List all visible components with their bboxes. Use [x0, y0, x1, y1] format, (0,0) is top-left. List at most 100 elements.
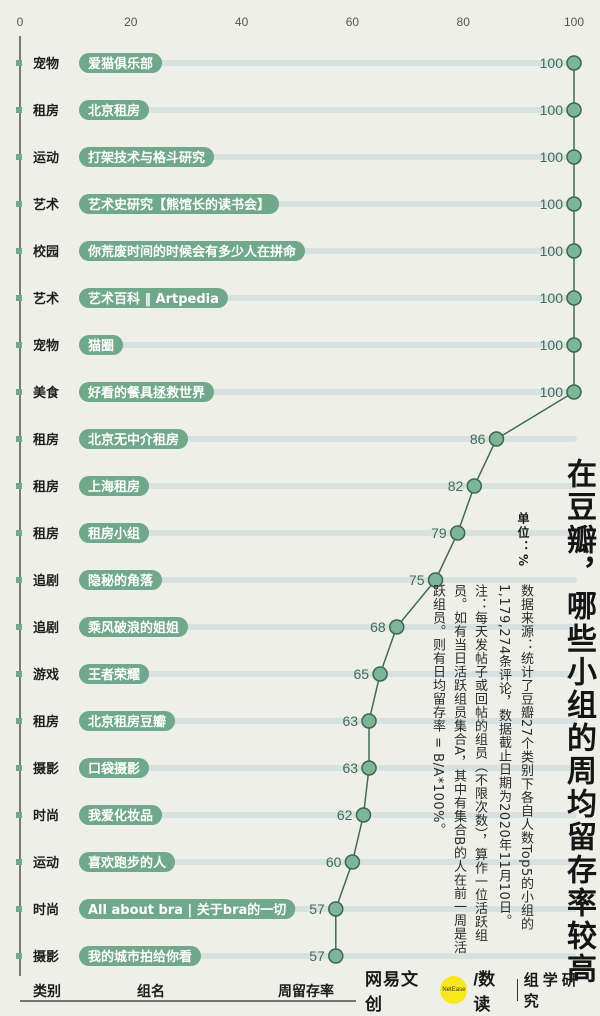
group-pill	[79, 617, 189, 637]
header-group: 组名	[137, 983, 165, 1000]
row-marker	[16, 859, 22, 865]
value-dot	[344, 854, 361, 870]
group-pill	[79, 288, 228, 308]
value-label: 65	[354, 666, 370, 682]
note-text: 注：每天发帖子或回帖的组员（不限次数），算作一位活跃组员。如有当日活跃组员集合A…	[430, 584, 487, 954]
group-pill	[79, 429, 189, 449]
value-label: 100	[540, 243, 564, 259]
value-dot	[488, 431, 505, 447]
group-name: 北京租房	[88, 103, 140, 119]
value-label: 63	[342, 760, 358, 776]
row-marker	[16, 765, 22, 771]
row-marker	[16, 342, 22, 348]
value-dot	[566, 196, 582, 212]
row-marker	[16, 483, 22, 489]
group-name: 艺术百科 ‖ Artpedia	[88, 291, 219, 307]
row-marker	[16, 201, 22, 207]
category-label: 追剧	[33, 573, 59, 589]
x-tick-label: 60	[346, 15, 360, 29]
group-pill	[79, 241, 306, 261]
row-marker	[16, 671, 22, 677]
row-marker	[16, 718, 22, 724]
unit-label: 单位：%	[516, 512, 530, 569]
group-name: 王者荣耀	[88, 667, 140, 683]
group-name: 艺术史研究【熊馆长的读书会】	[88, 197, 270, 213]
value-dot	[466, 478, 483, 494]
group-name: 北京无中介租房	[88, 432, 179, 448]
group-name: 乘风破浪的姐姐	[87, 620, 179, 636]
row-marker	[16, 906, 22, 912]
value-dot	[361, 713, 377, 729]
group-pill	[79, 147, 215, 167]
value-dot	[566, 55, 582, 71]
value-label: 68	[370, 619, 386, 635]
group-name: 北京租房豆瓣	[88, 714, 166, 730]
value-dot	[449, 525, 466, 541]
group-name: All about bra | 关于bra的一切	[88, 902, 286, 918]
group-name: 租房小组	[88, 526, 140, 542]
group-name: 口袋摄影	[88, 761, 140, 777]
brand-footer: 网易文创 NetEase /数读 组学研究	[365, 970, 597, 1014]
value-label: 100	[540, 290, 564, 306]
value-dot	[566, 243, 582, 259]
value-dot	[361, 760, 377, 776]
value-label: 100	[540, 196, 564, 212]
value-label: 63	[342, 713, 358, 729]
category-label: 校园	[33, 244, 59, 260]
row-marker	[16, 577, 22, 583]
x-tick-label: 100	[564, 15, 584, 29]
x-tick-label: 0	[17, 15, 24, 29]
group-pill	[79, 664, 150, 684]
value-dot	[328, 901, 344, 917]
chart-title: 在豆瓣，哪些小组的周均留存率较高	[561, 458, 596, 986]
x-tick-label: 20	[124, 15, 138, 29]
value-label: 86	[470, 431, 486, 447]
brand-research-text: 组学研究	[523, 972, 581, 1010]
value-dot	[372, 666, 388, 682]
category-label: 摄影	[33, 761, 59, 777]
value-label: 57	[309, 948, 325, 964]
row-marker	[16, 107, 22, 113]
group-pill	[79, 899, 296, 919]
category-label: 美食	[33, 385, 60, 401]
group-pill	[79, 335, 124, 355]
group-pill	[79, 805, 163, 825]
value-dot	[355, 807, 372, 823]
group-pill	[79, 53, 163, 73]
value-dot	[566, 384, 582, 400]
group-pill	[79, 523, 150, 543]
group-pill	[79, 758, 150, 778]
brand-shudu-text: /数读	[473, 970, 496, 1014]
group-pill	[79, 711, 176, 731]
category-label: 租房	[33, 479, 59, 495]
category-label: 游戏	[33, 667, 59, 683]
brand-divider	[516, 979, 518, 1001]
value-dot	[566, 337, 582, 353]
value-label: 57	[309, 901, 325, 917]
x-tick-label: 40	[235, 15, 249, 29]
row-marker	[16, 953, 22, 959]
group-name: 我爱化妆品	[88, 808, 153, 824]
group-name: 上海租房	[88, 479, 140, 495]
group-name: 喜欢跑步的人	[88, 855, 167, 871]
value-dot	[566, 149, 582, 165]
row-marker	[16, 60, 22, 66]
category-label: 运动	[33, 856, 59, 871]
row-marker	[16, 389, 22, 395]
category-label: 时尚	[33, 808, 59, 824]
value-label: 100	[540, 149, 564, 165]
brand-netease-text: 网易文创	[365, 970, 419, 1014]
value-dot	[566, 102, 582, 118]
header-value: 周留存率	[278, 983, 334, 1000]
group-pill	[79, 194, 280, 214]
value-label: 100	[540, 102, 564, 118]
category-label: 艺术	[33, 291, 59, 307]
group-name: 好看的餐具拯救世界	[87, 385, 205, 401]
group-name: 隐秘的角落	[88, 573, 154, 589]
category-label: 租房	[33, 432, 59, 448]
value-label: 100	[540, 384, 564, 400]
value-dot	[566, 290, 582, 306]
group-pill	[79, 476, 150, 496]
category-label: 时尚	[33, 902, 59, 918]
